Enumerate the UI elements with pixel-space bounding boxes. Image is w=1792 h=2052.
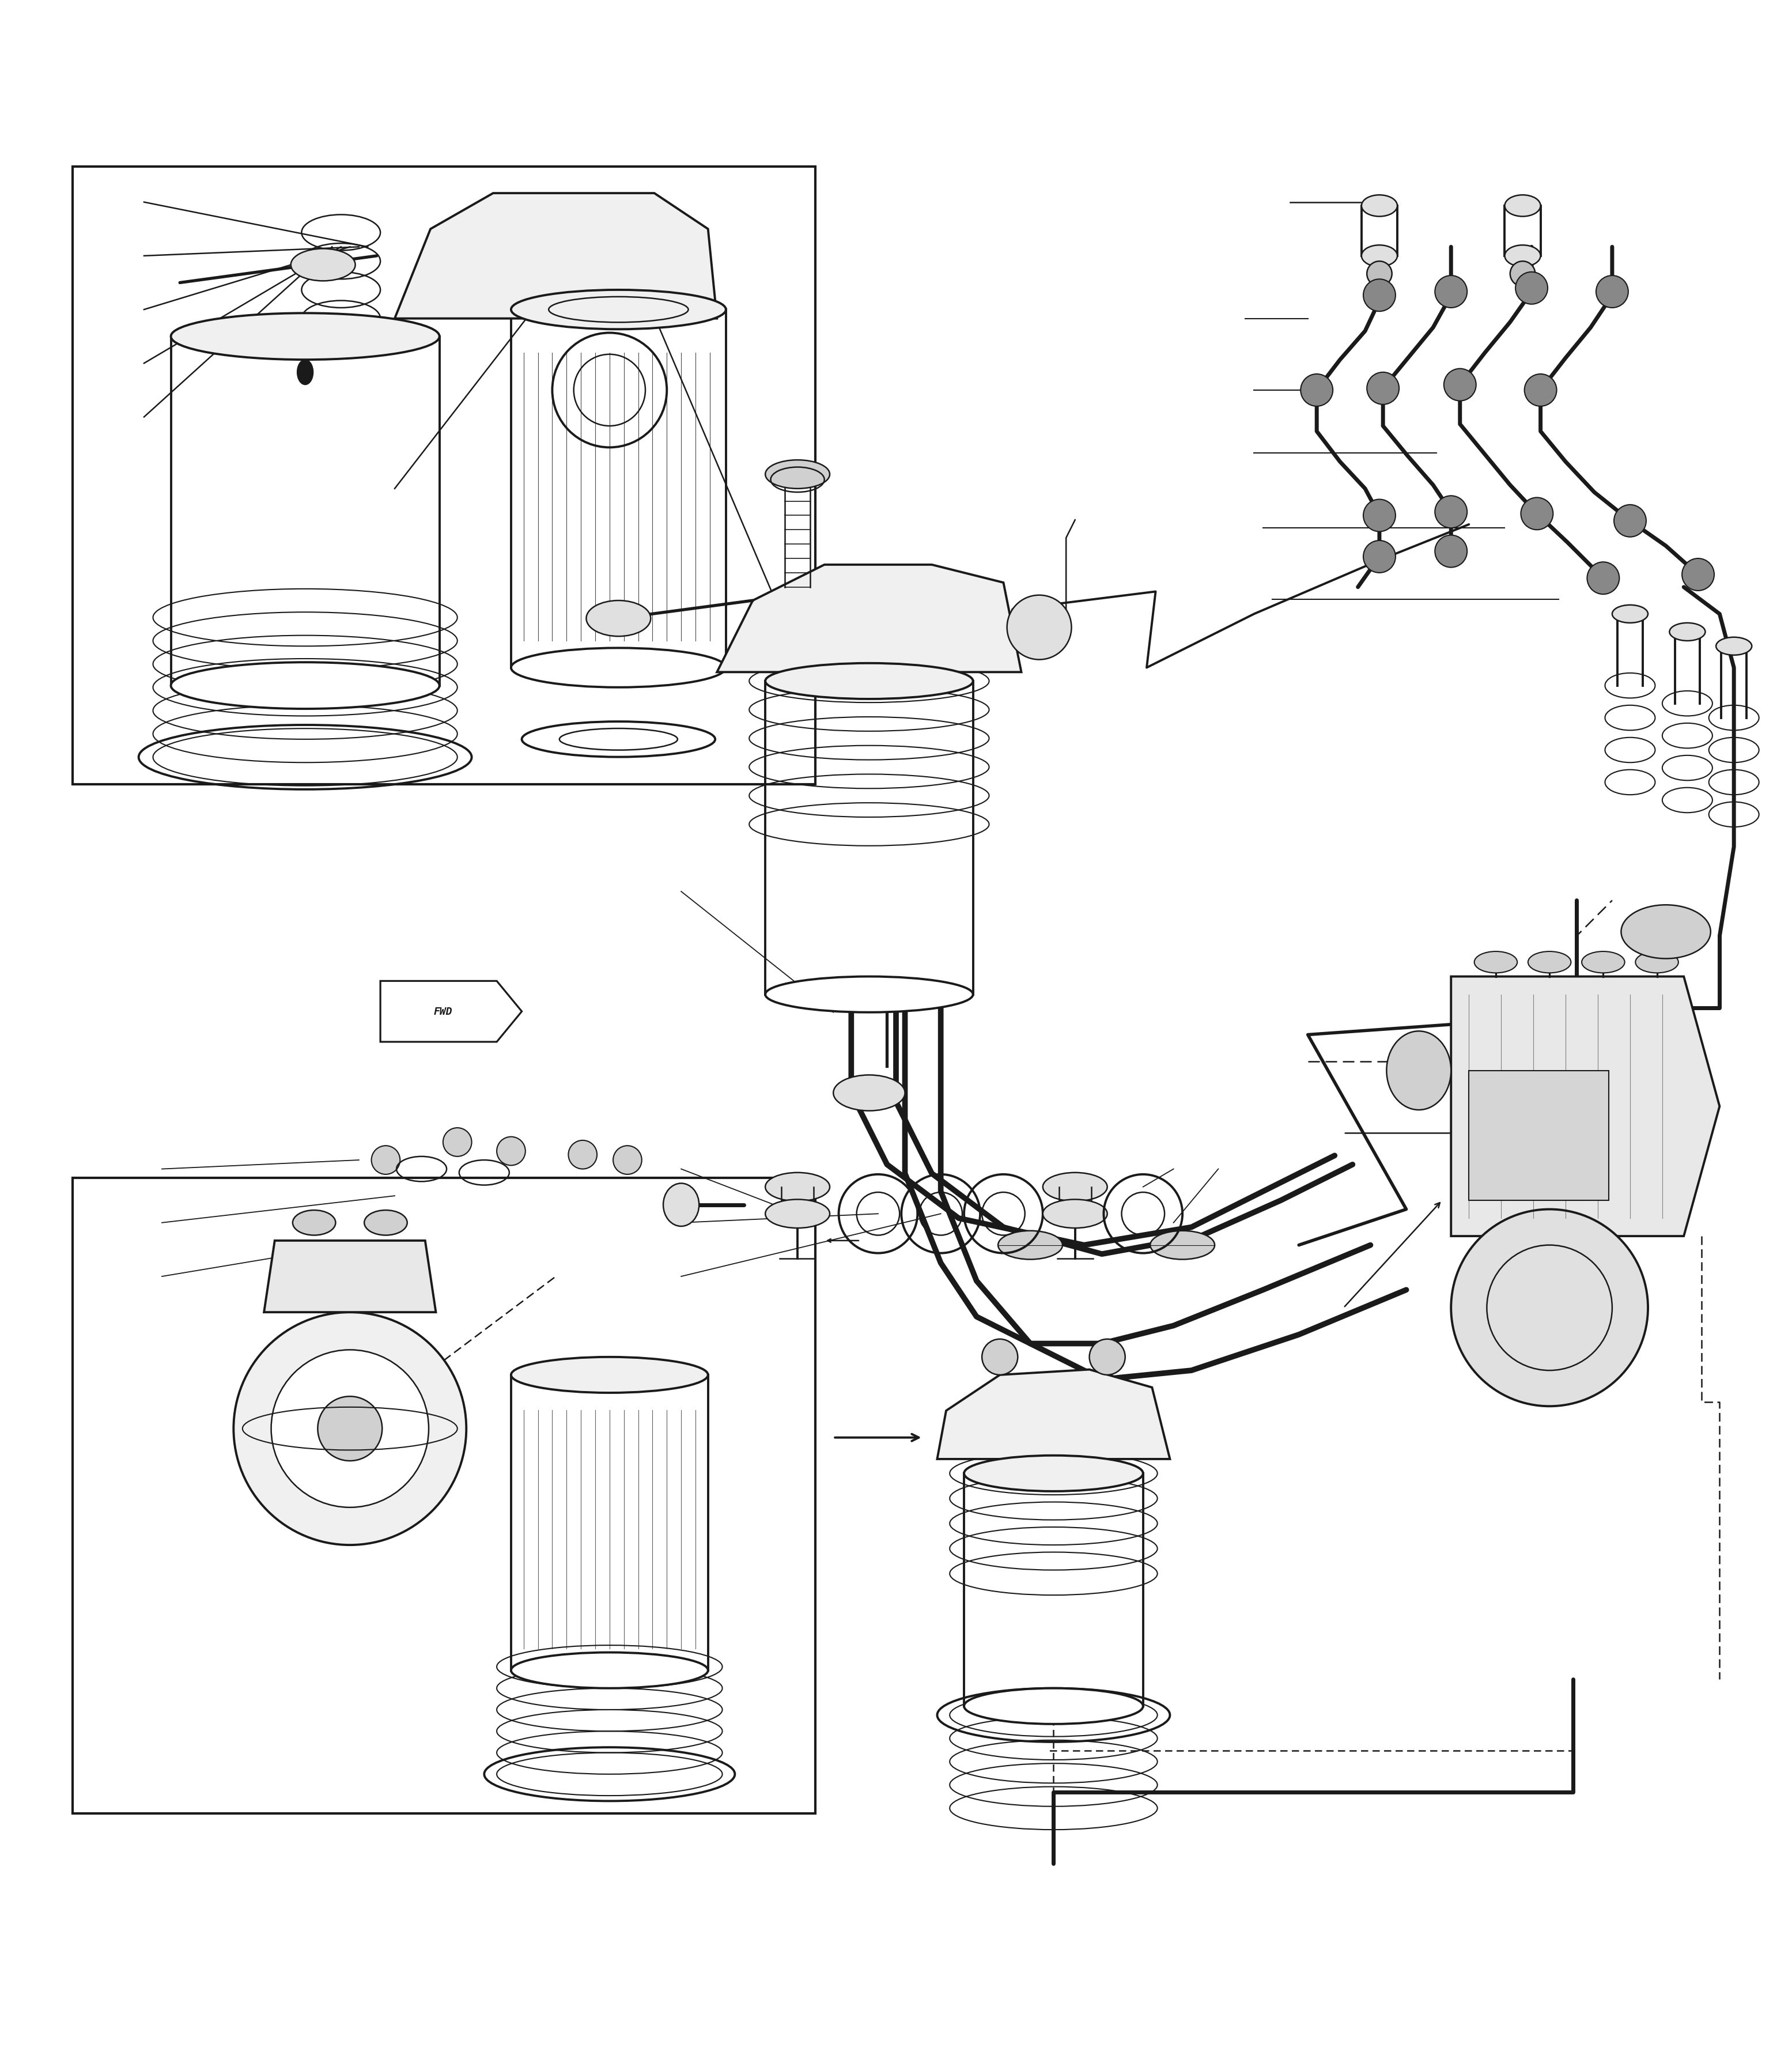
Ellipse shape xyxy=(964,1455,1143,1492)
Circle shape xyxy=(443,1129,471,1157)
Polygon shape xyxy=(717,564,1021,673)
Ellipse shape xyxy=(1043,1200,1107,1229)
Circle shape xyxy=(613,1145,642,1174)
Ellipse shape xyxy=(663,1184,699,1227)
Ellipse shape xyxy=(998,1231,1063,1260)
Circle shape xyxy=(1521,499,1554,529)
Circle shape xyxy=(1615,505,1647,538)
Circle shape xyxy=(1597,275,1629,308)
Ellipse shape xyxy=(290,248,355,281)
Ellipse shape xyxy=(1622,905,1711,958)
Circle shape xyxy=(1525,373,1557,406)
Ellipse shape xyxy=(833,1075,905,1110)
Circle shape xyxy=(1364,279,1396,312)
Ellipse shape xyxy=(1717,638,1753,655)
Ellipse shape xyxy=(1505,195,1541,218)
Polygon shape xyxy=(394,193,717,318)
Ellipse shape xyxy=(1636,952,1679,973)
Bar xyxy=(1469,1071,1609,1200)
Ellipse shape xyxy=(765,1174,830,1200)
Circle shape xyxy=(1452,1209,1649,1406)
Ellipse shape xyxy=(511,1652,708,1689)
Ellipse shape xyxy=(292,1211,335,1235)
Polygon shape xyxy=(263,1241,435,1313)
Circle shape xyxy=(1516,273,1548,304)
Polygon shape xyxy=(380,981,521,1042)
Ellipse shape xyxy=(170,663,439,710)
Ellipse shape xyxy=(1387,1032,1452,1110)
Circle shape xyxy=(1435,275,1468,308)
Circle shape xyxy=(233,1313,466,1545)
Circle shape xyxy=(271,1350,428,1508)
Ellipse shape xyxy=(511,648,726,687)
Ellipse shape xyxy=(511,289,726,330)
Polygon shape xyxy=(937,1369,1170,1459)
Ellipse shape xyxy=(1362,195,1398,218)
Circle shape xyxy=(371,1145,400,1174)
Circle shape xyxy=(496,1137,525,1166)
Ellipse shape xyxy=(1150,1231,1215,1260)
Ellipse shape xyxy=(364,1211,407,1235)
Circle shape xyxy=(1007,595,1072,661)
Ellipse shape xyxy=(1582,952,1625,973)
Ellipse shape xyxy=(1613,605,1649,624)
Circle shape xyxy=(1364,501,1396,531)
Circle shape xyxy=(1435,497,1468,527)
Circle shape xyxy=(1364,542,1396,573)
Ellipse shape xyxy=(1505,246,1541,267)
Circle shape xyxy=(1301,373,1333,406)
Ellipse shape xyxy=(1529,952,1572,973)
Ellipse shape xyxy=(765,1200,830,1229)
Ellipse shape xyxy=(765,977,973,1012)
Ellipse shape xyxy=(1670,624,1706,640)
Ellipse shape xyxy=(1475,952,1518,973)
Ellipse shape xyxy=(765,460,830,488)
Circle shape xyxy=(982,1340,1018,1375)
Circle shape xyxy=(1367,263,1392,287)
Circle shape xyxy=(317,1397,382,1461)
Circle shape xyxy=(568,1141,597,1170)
Ellipse shape xyxy=(765,663,973,700)
Bar xyxy=(72,1178,815,1814)
Circle shape xyxy=(1683,558,1715,591)
Circle shape xyxy=(1090,1340,1125,1375)
Polygon shape xyxy=(1452,977,1720,1235)
Circle shape xyxy=(1588,562,1620,595)
Bar xyxy=(72,166,815,784)
Circle shape xyxy=(1435,536,1468,568)
Circle shape xyxy=(1367,373,1400,404)
Ellipse shape xyxy=(1362,246,1398,267)
Ellipse shape xyxy=(170,314,439,359)
Ellipse shape xyxy=(297,359,314,386)
Ellipse shape xyxy=(511,1356,708,1393)
Ellipse shape xyxy=(586,601,650,636)
Ellipse shape xyxy=(964,1689,1143,1724)
Ellipse shape xyxy=(1043,1174,1107,1200)
Text: FWD: FWD xyxy=(434,1005,452,1018)
Circle shape xyxy=(1444,369,1477,402)
Circle shape xyxy=(1511,263,1536,287)
